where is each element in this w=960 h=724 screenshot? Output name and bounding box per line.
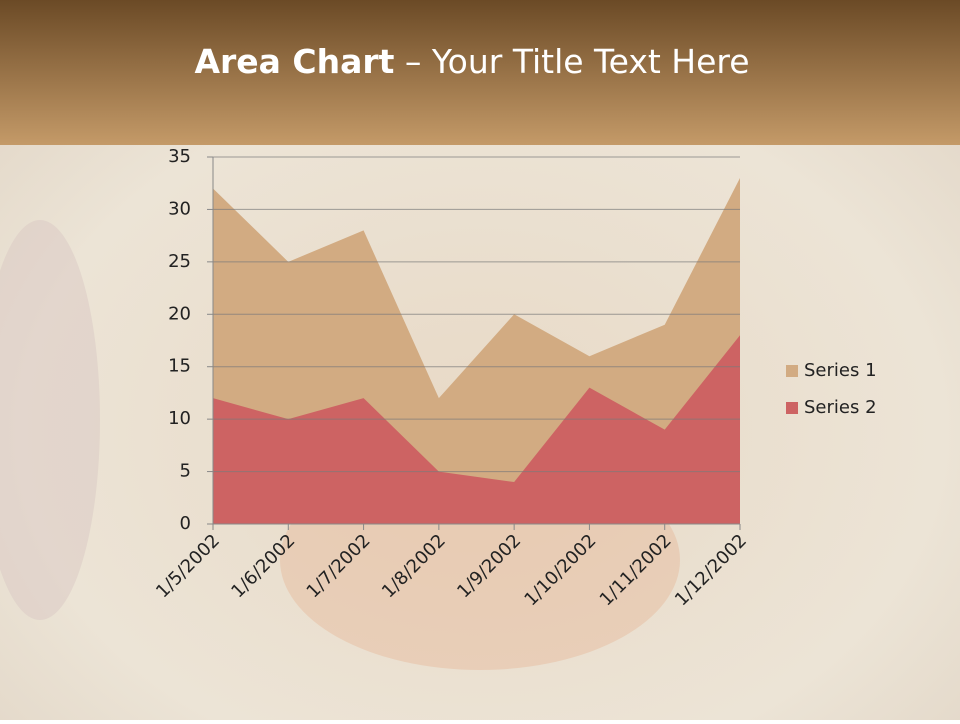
legend-label: Series 2 — [804, 397, 877, 418]
y-tick-label: 10 — [168, 408, 191, 429]
y-tick-label: 5 — [180, 461, 191, 482]
title-rest: – Your Title Text Here — [405, 42, 750, 81]
title-bold: Area Chart — [194, 42, 394, 81]
legend-label: Series 1 — [804, 360, 877, 381]
legend-swatch — [786, 365, 798, 377]
slide-title: Area Chart – Your Title Text Here — [194, 42, 749, 81]
y-tick-label: 35 — [168, 146, 191, 167]
y-tick-label: 25 — [168, 251, 191, 272]
legend-swatch — [786, 402, 798, 414]
area — [213, 335, 740, 524]
background-blur — [0, 220, 100, 620]
header-bar — [0, 0, 960, 145]
y-tick-label: 20 — [168, 303, 191, 324]
y-tick-label: 15 — [168, 356, 191, 377]
y-tick-label: 30 — [168, 198, 191, 219]
y-tick-label: 0 — [180, 513, 191, 534]
